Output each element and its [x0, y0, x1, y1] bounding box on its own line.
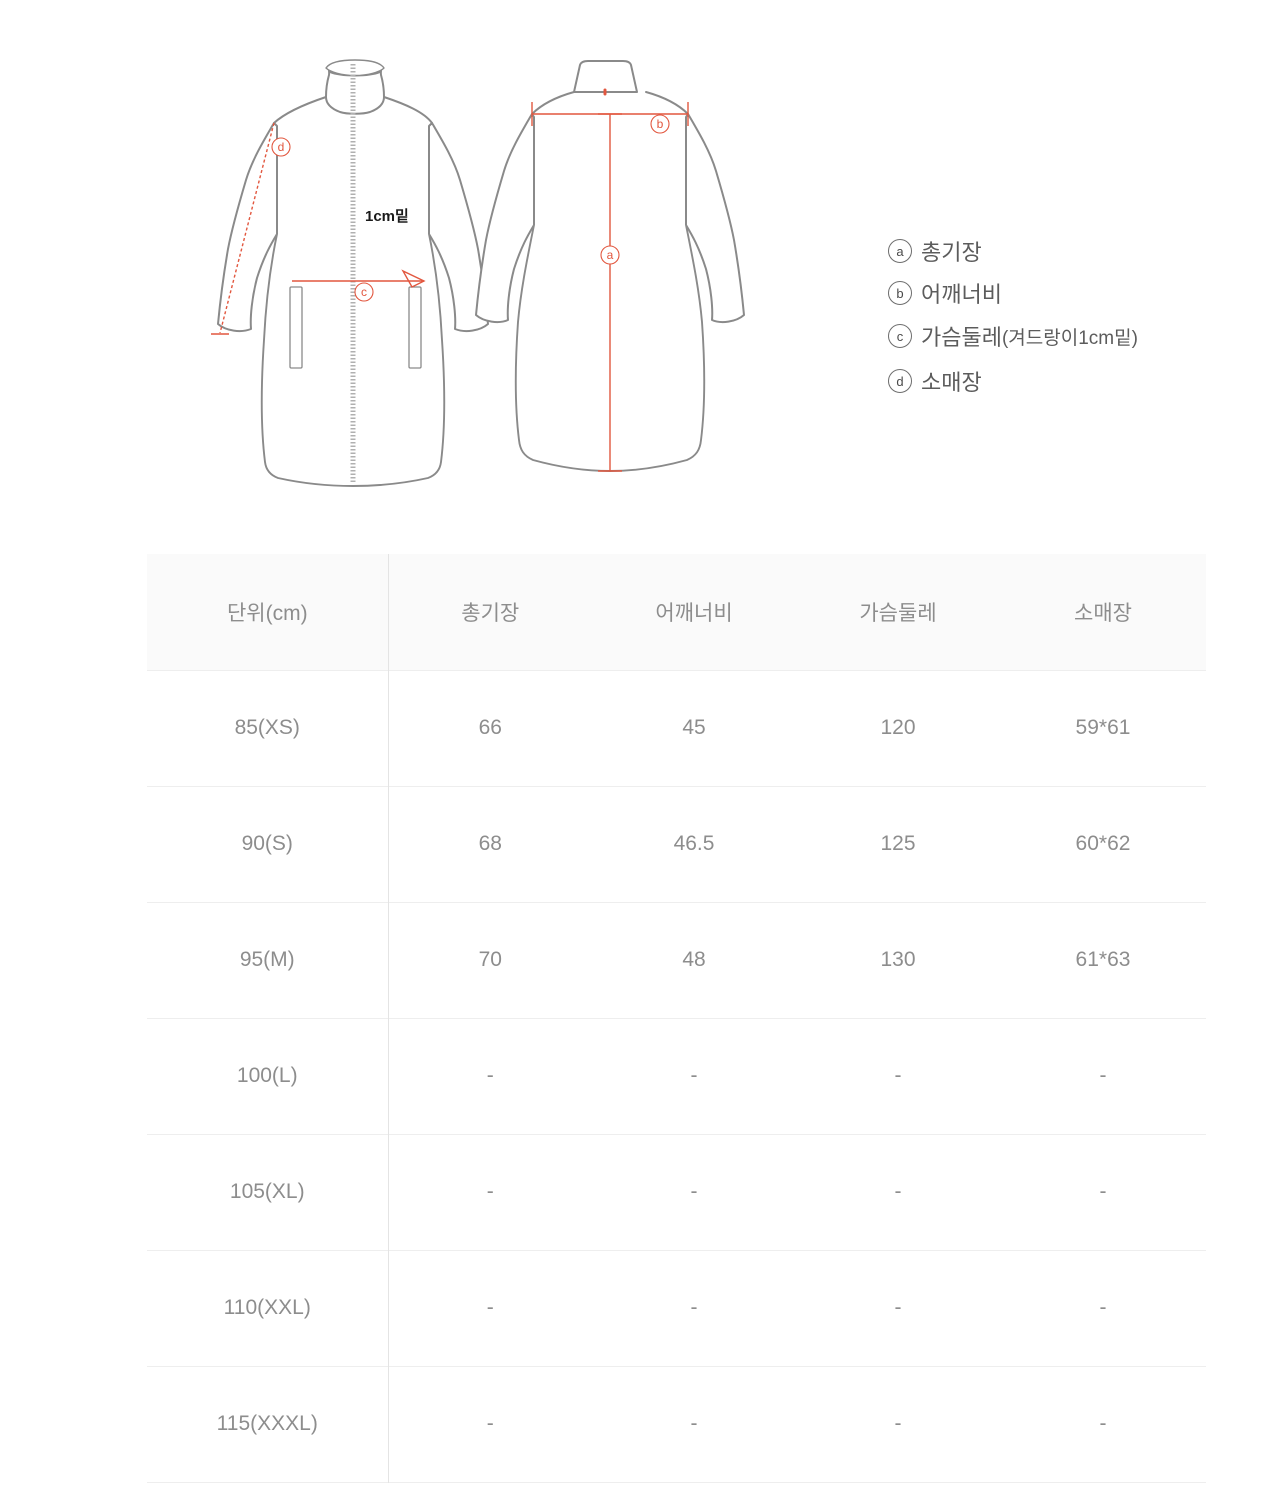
- svg-text:c: c: [361, 285, 367, 299]
- svg-text:d: d: [278, 140, 285, 154]
- svg-text:1cm밑: 1cm밑: [365, 207, 409, 225]
- svg-text:a: a: [607, 248, 614, 262]
- svg-text:b: b: [657, 117, 664, 131]
